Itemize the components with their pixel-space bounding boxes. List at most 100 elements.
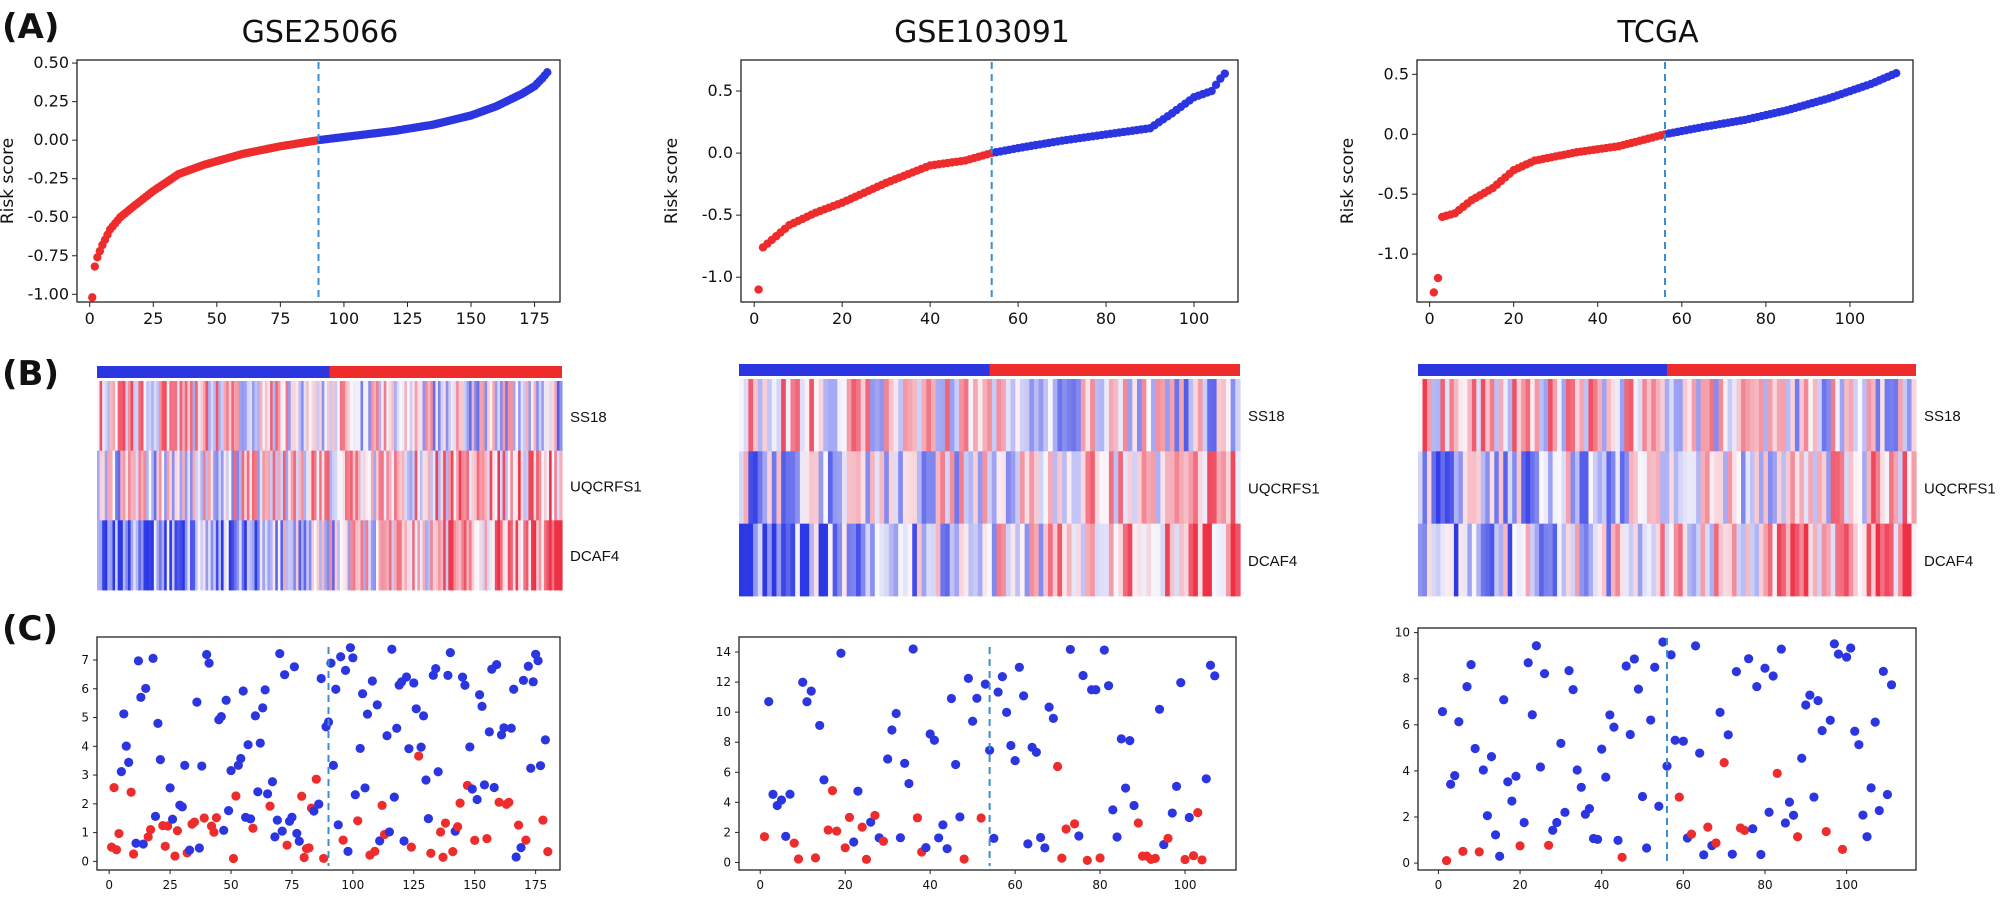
heat-cell [337,520,341,591]
x-tick-label: 0 [85,309,95,328]
heat-cell [874,379,881,452]
heat-cell [1853,379,1859,452]
heat-cell [140,381,145,452]
status-point [202,649,212,660]
heat-cell [753,379,759,452]
heat-cell [987,379,993,452]
status-point [819,775,829,785]
heat-cell [1687,379,1693,452]
heat-cell [781,379,787,452]
heat-cell [1512,379,1518,452]
y-tick-label: 12 [716,675,731,689]
y-tick-label: 0.25 [33,92,69,111]
x-tick-label: 75 [270,309,290,328]
status-point [861,854,872,864]
heat-cell [370,450,375,521]
heat-cell [1844,379,1850,452]
heat-cell [319,450,323,521]
heat-cell [502,520,506,591]
heat-cell [1019,379,1026,452]
heat-cell [1732,451,1738,525]
heat-cell [809,379,815,452]
heat-cell [474,520,478,591]
y-tick-label: -0.25 [28,169,69,188]
y-tick-label: -0.50 [28,207,69,226]
status-point [292,828,302,839]
heat-cell [443,520,447,591]
heat-cell [270,520,274,591]
heat-cell [427,381,431,452]
heat-cell [471,450,475,521]
status-point [160,841,170,851]
heat-cell [533,381,537,452]
heat-cell [153,381,158,452]
heat-cell [223,381,227,452]
status-point [535,761,546,771]
heat-cell [1799,523,1805,597]
status-point [1171,781,1182,791]
heat-cell [898,523,904,597]
status-point [231,791,241,801]
heat-cell [507,520,511,591]
heat-cell [345,381,349,452]
heat-cell [466,381,470,452]
heat-cell [781,523,787,597]
x-tick-label: 150 [456,309,487,328]
status-point [163,821,173,831]
status-point [245,814,256,824]
heat-cell [272,520,276,591]
heat-cell [518,450,522,521]
heat-cell [785,379,792,452]
status-point [1052,761,1063,772]
heat-cell [851,523,857,597]
status-point [372,700,382,710]
heat-cell [1467,451,1473,525]
heat-cell [1588,451,1594,525]
heat-cell [422,450,426,521]
heat-cell [1127,379,1133,452]
heat-cell [1498,523,1504,597]
heat-cell [388,450,393,521]
heat-cell [1029,451,1035,525]
heat-cell [438,381,442,452]
heat-cell [484,381,488,452]
heat-cell [520,520,524,591]
heat-cell [546,520,550,591]
status-point [399,836,409,846]
heat-cell [241,450,245,521]
heat-cell [523,450,527,521]
heat-cell [376,450,380,521]
heat-cell [554,450,558,521]
heat-cell [1736,379,1742,452]
x-tick-label: 150 [463,878,486,892]
x-tick-label: 175 [519,309,550,328]
heat-cell [469,520,473,591]
heat-cell [1592,523,1599,597]
heat-cell [146,450,150,521]
status-point [1858,810,1868,820]
status-point [836,648,846,658]
heat-cell [1669,379,1675,452]
y-tick-label: 0.50 [33,53,69,72]
x-tick-label: 25 [143,309,163,328]
heat-cell [556,381,561,452]
heat-cell [996,379,1002,452]
heat-cell [1005,451,1012,525]
heat-cell [926,523,932,597]
status-point [243,740,253,750]
heat-cell [748,379,754,452]
heat-cell [1664,451,1670,525]
heat-cell [1489,379,1495,452]
heat-cell [290,381,294,452]
heat-cell [179,381,183,452]
heat-cell [1871,451,1877,525]
x-tick-label: 80 [1096,309,1116,328]
heat-cell [1785,451,1791,525]
x-tick-label: 60 [1676,878,1691,892]
status-point [384,827,395,837]
status-point [1772,768,1782,778]
heat-cell [827,451,834,525]
heat-cell [1767,379,1774,452]
heat-cell [1803,451,1809,525]
